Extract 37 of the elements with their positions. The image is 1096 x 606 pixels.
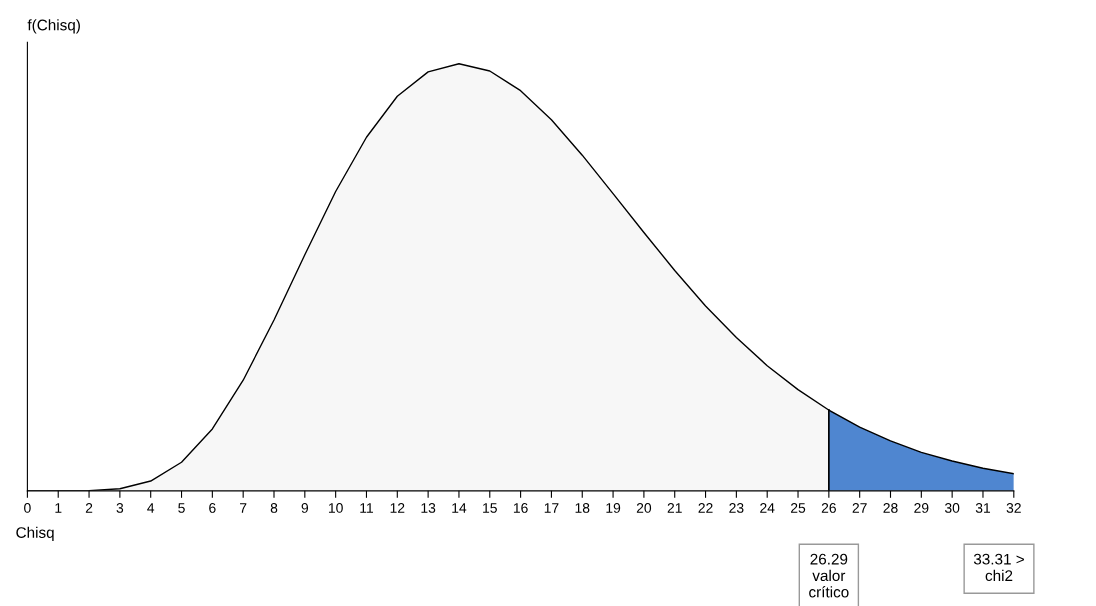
x-tick-label: 15 [483,503,497,513]
x-tick-label: 29 [914,503,929,513]
y-axis-title: f(Chisq) [27,19,80,34]
x-tick-label: 3 [116,503,124,513]
text: 33.31 > chi2 [973,553,1024,582]
x-axis-title: Chisq [16,526,54,541]
x-tick-label: 31 [975,503,991,513]
x-tick-label: 25 [791,503,806,513]
x-tick-label: 6 [209,503,216,513]
x-tick-label: 12 [390,503,405,513]
x-tick-label: 10 [328,503,343,513]
x-tick-label: 20 [636,503,652,513]
x-tick-label: 18 [575,503,590,513]
x-tick-label: 23 [729,503,744,513]
x-tick-label: 11 [360,503,374,513]
x-tick-label: 22 [698,503,713,513]
x-tick-label: 1 [55,503,62,513]
ref-line-label: 26.29 valor crítico [809,553,849,598]
x-tick-label: 0 [24,503,31,513]
x-tick-label: 17 [544,503,559,513]
x-tick-label: 21 [667,503,682,513]
x-tick-label: 5 [178,503,185,513]
x-tick-label: 28 [883,503,898,513]
x-tick-label: 27 [852,503,867,513]
x-tick-label: 9 [301,503,309,513]
x-tick-label: 16 [513,503,528,513]
x-tick-label: 32 [1006,503,1021,513]
x-tick-label: 2 [85,503,93,513]
x-tick-label: 13 [421,503,436,513]
x-tick-label: 7 [240,503,247,513]
x-tick-label: 14 [452,503,467,513]
x-tick-label: 26 [821,503,836,513]
x-tick-label: 30 [944,503,960,513]
x-tick-label: 8 [270,503,278,513]
x-tick-label: 4 [147,503,155,513]
x-tick-label: 19 [606,503,621,513]
x-tick-label: 24 [760,503,775,513]
